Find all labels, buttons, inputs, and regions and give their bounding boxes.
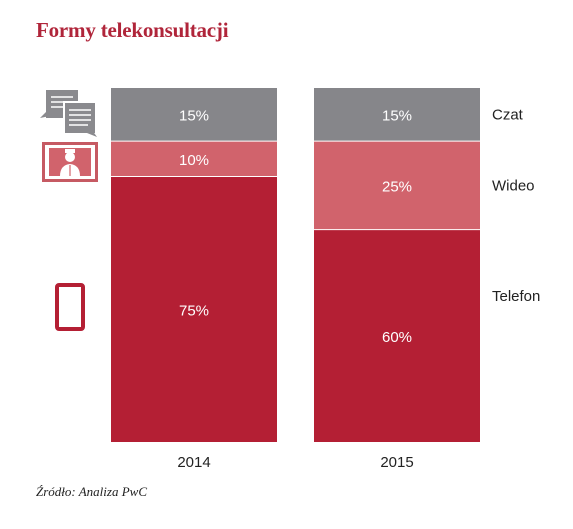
source-note: Źródło: Analiza PwC	[36, 484, 148, 499]
video-doctor-icon	[42, 142, 98, 182]
data-label-telefon-2014: 75%	[179, 302, 209, 319]
data-label-czat-2014: 15%	[179, 108, 209, 125]
data-label-czat-2015: 15%	[382, 108, 412, 125]
legend-label-czat: Czat	[492, 107, 524, 124]
chart-title: Formy telekonsultacji	[36, 18, 229, 42]
bar-segment-wideo-2014	[111, 141, 277, 177]
legend-label-telefon: Telefon	[492, 288, 540, 305]
data-label-telefon-2015: 60%	[382, 329, 412, 346]
data-label-wideo-2014: 10%	[179, 152, 209, 169]
phone-icon	[55, 283, 85, 331]
data-label-wideo-2015: 25%	[382, 178, 412, 195]
chat-icon	[40, 90, 97, 137]
bar-segment-wideo-2015	[314, 141, 480, 230]
bar-segment-czat-2015	[314, 88, 480, 142]
bar-segment-telefon-2015	[314, 229, 480, 442]
legend-label-wideo: Wideo	[492, 177, 535, 194]
bar-segment-telefon-2014	[111, 176, 277, 442]
x-tick-label-2014: 2014	[177, 454, 210, 471]
x-tick-label-2015: 2015	[380, 454, 413, 471]
bar-segment-czat-2014	[111, 88, 277, 142]
